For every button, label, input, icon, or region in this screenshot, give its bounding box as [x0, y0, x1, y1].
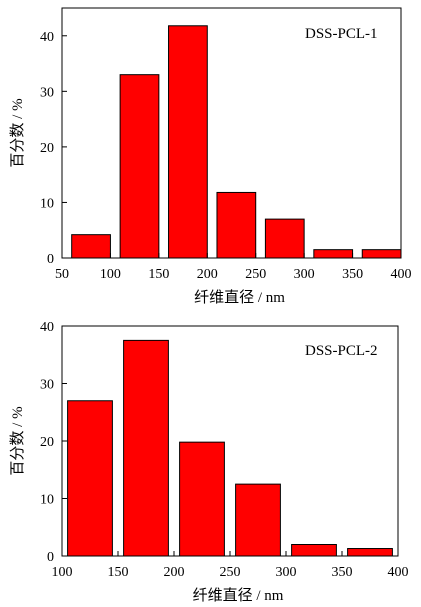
- histogram-bar: [264, 218, 305, 259]
- axis-ticks: 50 100 150 200 250 300 350 400 0 10 20 30 40: [40, 30, 412, 282]
- histogram-panel-dss-pcl-1: 50 100 150 200 250 300 350 400 0 10 20 30 40 DSS-PCL…: [9, 7, 412, 306]
- histogram-bar: [168, 25, 208, 259]
- histogram-bar: [291, 544, 337, 557]
- x-tick-label: 50: [55, 267, 69, 282]
- x-tick-label: 250: [245, 267, 266, 282]
- y-tick-label: 30: [40, 378, 54, 393]
- x-tick-label: 150: [108, 565, 129, 580]
- histogram-bar: [313, 249, 354, 259]
- y-axis-label: 百分数 / %: [9, 98, 26, 167]
- y-tick-label: 20: [40, 141, 54, 156]
- x-tick-label: 150: [148, 267, 169, 282]
- x-tick-label: 350: [342, 267, 363, 282]
- x-tick-label: 200: [197, 267, 218, 282]
- bars-group: [71, 25, 402, 259]
- x-tick-label: 400: [388, 565, 409, 580]
- y-tick-label: 40: [40, 30, 54, 45]
- x-tick-label: 400: [391, 267, 412, 282]
- axis-ticks: 100 150 200 250 300 350 400 0 10 20 30 40: [40, 320, 409, 580]
- x-tick-label: 300: [276, 565, 297, 580]
- x-tick-label: 350: [332, 565, 353, 580]
- y-tick-label: 0: [47, 252, 54, 267]
- x-tick-label: 100: [100, 267, 121, 282]
- y-tick-label: 10: [40, 196, 54, 211]
- histogram-bar: [347, 548, 393, 557]
- x-tick-label: 200: [164, 565, 185, 580]
- histogram-bar: [119, 74, 160, 259]
- histogram-bar: [123, 339, 169, 557]
- bars-group: [67, 339, 393, 557]
- histogram-bar: [235, 483, 281, 557]
- y-axis-label: 百分数 / %: [9, 406, 26, 475]
- histogram-bar: [361, 249, 402, 259]
- y-tick-label: 20: [40, 435, 54, 450]
- y-tick-label: 40: [40, 320, 54, 335]
- y-tick-label: 30: [40, 85, 54, 100]
- plot-frame: [61, 7, 402, 259]
- panel-label: DSS-PCL-1: [305, 26, 378, 42]
- histogram-bar: [179, 441, 225, 557]
- x-axis-label: 纤维直径 / nm: [193, 587, 284, 604]
- histogram-panel-dss-pcl-2: 100 150 200 250 300 350 400 0 10 20 30 40 DSS-PCL-2…: [9, 320, 409, 604]
- x-tick-label: 250: [220, 565, 241, 580]
- x-tick-label: 100: [52, 565, 73, 580]
- histogram-bar: [71, 234, 111, 259]
- x-axis-label: 纤维直径 / nm: [194, 289, 285, 306]
- histogram-bar: [67, 400, 113, 557]
- x-tick-label: 300: [294, 267, 315, 282]
- panel-label: DSS-PCL-2: [305, 343, 378, 359]
- histogram-bar: [216, 191, 257, 259]
- y-tick-label: 0: [47, 550, 54, 565]
- y-tick-label: 10: [40, 493, 54, 508]
